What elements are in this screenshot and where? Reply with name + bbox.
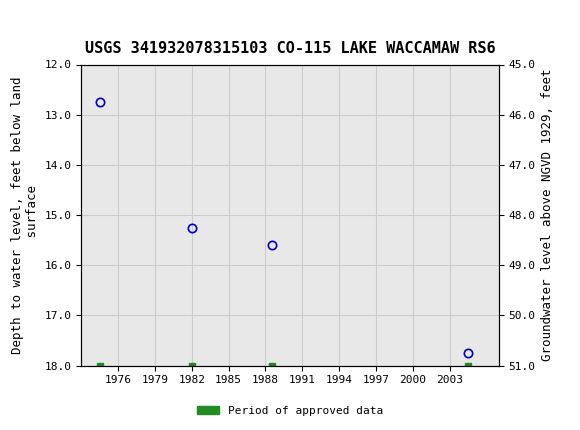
Title: USGS 341932078315103 CO-115 LAKE WACCAMAW RS6: USGS 341932078315103 CO-115 LAKE WACCAMA…: [85, 41, 495, 56]
Text: ≡USGS: ≡USGS: [3, 13, 61, 32]
Y-axis label: Depth to water level, feet below land
 surface: Depth to water level, feet below land su…: [11, 76, 39, 354]
Legend: Period of approved data: Period of approved data: [193, 401, 387, 420]
Y-axis label: Groundwater level above NGVD 1929, feet: Groundwater level above NGVD 1929, feet: [541, 69, 554, 361]
